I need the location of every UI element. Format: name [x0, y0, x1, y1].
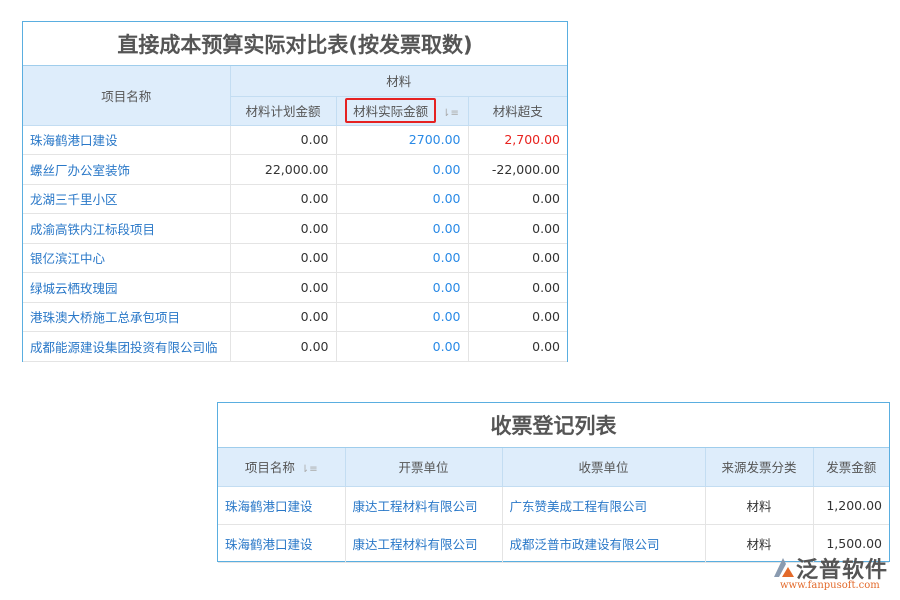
invoice-list-table: 收票登记列表 项目名称 ⇂≡ 开票单位 收票单位 来源发票分类 发票金额 珠海鹤港…	[217, 402, 890, 563]
project-link[interactable]: 珠海鹤港口建设	[218, 524, 346, 563]
logo-icon	[774, 558, 794, 577]
fanpu-logo: 泛普软件 www.fanpusoft.com	[770, 552, 888, 591]
table-row: 成渝高铁内江标段项目 0.00 0.00 0.00	[23, 213, 567, 244]
invoice-table-title: 收票登记列表	[218, 403, 889, 448]
plan-amount: 22,000.00	[229, 154, 337, 185]
col-actual[interactable]: 材料实际金额 ⇂≡	[335, 96, 469, 126]
col-group-material: 材料	[229, 66, 567, 97]
budget-table-title: 直接成本预算实际对比表(按发票取数)	[23, 22, 567, 66]
table-row: 螺丝厂办公室装饰 22,000.00 0.00 -22,000.00	[23, 154, 567, 185]
over-amount: 2,700.00	[467, 125, 567, 155]
table-row: 港珠澳大桥施工总承包项目 0.00 0.00 0.00	[23, 302, 567, 332]
table-row: 珠海鹤港口建设 康达工程材料有限公司 广东赞美成工程有限公司 材料 1,200.…	[218, 486, 889, 525]
actual-amount[interactable]: 0.00	[335, 154, 469, 185]
receiver-link[interactable]: 广东赞美成工程有限公司	[501, 486, 706, 525]
over-amount: -22,000.00	[467, 154, 567, 185]
receiver-link[interactable]: 成都泛普市政建设有限公司	[501, 524, 706, 563]
highlight-box: 材料实际金额	[345, 98, 437, 123]
issuer-link[interactable]: 康达工程材料有限公司	[344, 486, 503, 525]
plan-amount: 0.00	[229, 331, 337, 362]
col-receiver: 收票单位	[501, 448, 706, 487]
actual-amount[interactable]: 0.00	[335, 272, 469, 303]
project-link[interactable]: 螺丝厂办公室装饰	[23, 154, 231, 185]
actual-amount[interactable]: 0.00	[335, 184, 469, 214]
over-amount: 0.00	[467, 184, 567, 214]
sort-icon[interactable]: ⇂≡	[300, 464, 318, 476]
amount: 1,200.00	[812, 486, 889, 525]
col-over: 材料超支	[467, 96, 567, 126]
table-row: 银亿滨江中心 0.00 0.00 0.00	[23, 243, 567, 273]
col-issuer: 开票单位	[344, 448, 503, 487]
project-link[interactable]: 成都能源建设集团投资有限公司临	[23, 331, 231, 362]
plan-amount: 0.00	[229, 243, 337, 273]
col-amount: 发票金额	[812, 448, 889, 487]
col-category: 来源发票分类	[704, 448, 814, 487]
budget-comparison-table: 直接成本预算实际对比表(按发票取数) 项目名称 材料 材料计划金额 材料实际金额…	[22, 21, 568, 362]
project-link[interactable]: 港珠澳大桥施工总承包项目	[23, 302, 231, 332]
plan-amount: 0.00	[229, 213, 337, 244]
actual-amount[interactable]: 0.00	[335, 331, 469, 362]
plan-amount: 0.00	[229, 125, 337, 155]
col-plan: 材料计划金额	[230, 96, 337, 126]
over-amount: 0.00	[467, 213, 567, 244]
issuer-link[interactable]: 康达工程材料有限公司	[344, 524, 503, 563]
table-row: 绿城云栖玫瑰园 0.00 0.00 0.00	[23, 272, 567, 303]
table-row: 珠海鹤港口建设 0.00 2700.00 2,700.00	[23, 125, 567, 155]
project-link[interactable]: 珠海鹤港口建设	[23, 125, 231, 155]
project-link[interactable]: 珠海鹤港口建设	[218, 486, 346, 525]
category: 材料	[704, 524, 814, 563]
actual-amount[interactable]: 0.00	[335, 302, 469, 332]
plan-amount: 0.00	[229, 272, 337, 303]
project-link[interactable]: 银亿滨江中心	[23, 243, 231, 273]
sort-icon[interactable]: ⇂≡	[442, 108, 459, 119]
amount: 1,500.00	[812, 524, 889, 563]
col-project: 项目名称	[23, 66, 231, 126]
over-amount: 0.00	[467, 243, 567, 273]
table-row: 成都能源建设集团投资有限公司临 0.00 0.00 0.00	[23, 331, 567, 362]
table-row: 龙湖三千里小区 0.00 0.00 0.00	[23, 184, 567, 214]
over-amount: 0.00	[467, 302, 567, 332]
plan-amount: 0.00	[229, 184, 337, 214]
project-link[interactable]: 绿城云栖玫瑰园	[23, 272, 231, 303]
actual-amount[interactable]: 0.00	[335, 243, 469, 273]
category: 材料	[704, 486, 814, 525]
project-link[interactable]: 龙湖三千里小区	[23, 184, 231, 214]
actual-amount[interactable]: 2700.00	[335, 125, 469, 155]
col-project[interactable]: 项目名称 ⇂≡	[218, 448, 346, 487]
project-link[interactable]: 成渝高铁内江标段项目	[23, 213, 231, 244]
actual-amount[interactable]: 0.00	[335, 213, 469, 244]
plan-amount: 0.00	[229, 302, 337, 332]
table-row: 珠海鹤港口建设 康达工程材料有限公司 成都泛普市政建设有限公司 材料 1,500…	[218, 524, 889, 563]
over-amount: 0.00	[467, 272, 567, 303]
over-amount: 0.00	[467, 331, 567, 362]
